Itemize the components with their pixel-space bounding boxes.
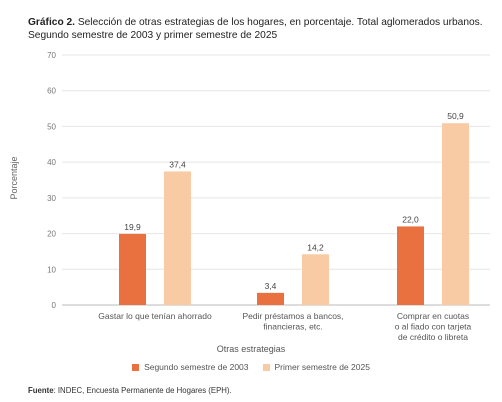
data-label-series2-cat2: 14,2 — [307, 242, 324, 252]
source-text: : INDEC, Encuesta Permanente de Hogares … — [53, 386, 232, 395]
chart-title-prefix: Gráfico 2. — [28, 17, 75, 28]
source-prefix: Fuente — [28, 386, 54, 395]
category-label-3: Comprar en cuotas o al fiado con tarjeta d… — [395, 311, 472, 342]
bar-series1-cat1 — [119, 233, 146, 305]
legend-swatch-2003 — [132, 363, 140, 371]
y-tick-label-70: 70 — [47, 51, 56, 60]
chart-title-text: Selección de otras estrategias de los ho… — [28, 17, 483, 41]
legend-label-2003: Segundo semestre de 2003 — [144, 362, 249, 372]
y-tick-label-60: 60 — [47, 87, 56, 96]
legend-item-2025: Primer semestre de 2025 — [262, 362, 370, 372]
y-tick-label-0: 0 — [52, 301, 57, 310]
legend-label-2025: Primer semestre de 2025 — [274, 362, 370, 372]
data-label-series2-cat3: 50,9 — [447, 111, 464, 121]
y-tick-label-10: 10 — [47, 265, 56, 274]
data-label-series2-cat1: 37,4 — [169, 159, 186, 169]
y-tick-label-40: 40 — [47, 158, 56, 167]
bar-series2-cat2 — [302, 254, 329, 305]
source-note: Fuente: INDEC, Encuesta Permanente de Ho… — [28, 386, 232, 395]
data-label-series1-cat2: 3,4 — [265, 281, 277, 291]
y-tick-label-20: 20 — [47, 230, 56, 239]
legend-swatch-2025 — [262, 363, 270, 371]
y-tick-label-30: 30 — [47, 194, 56, 203]
bar-series2-cat1 — [164, 171, 191, 305]
x-axis-label: Otras estrategias — [216, 344, 286, 354]
legend: Segundo semestre de 2003 Primer semestre… — [0, 362, 502, 372]
bar-series2-cat3 — [442, 123, 469, 305]
chart-title: Gráfico 2. Selección de otras estrategia… — [28, 16, 498, 42]
data-label-series1-cat3: 22,0 — [402, 214, 419, 224]
bar-series1-cat3 — [397, 226, 424, 305]
data-label-series1-cat1: 19,9 — [124, 222, 141, 232]
legend-item-2003: Segundo semestre de 2003 — [132, 362, 249, 372]
y-axis-label: Porcentaje — [9, 156, 19, 200]
category-label-2: Pedir préstamos a bancos, financieras, et… — [242, 311, 343, 332]
y-tick-label-50: 50 — [47, 122, 56, 131]
category-label-1: Gastar lo que tenían ahorrado — [98, 311, 212, 321]
bar-series1-cat2 — [257, 292, 284, 305]
